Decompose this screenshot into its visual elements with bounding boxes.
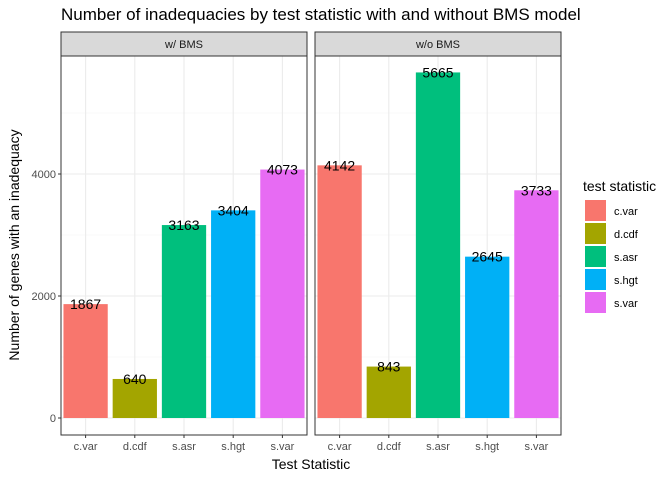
y-axis-title: Number of genes with an inadequacy (6, 129, 22, 360)
bar (112, 378, 157, 418)
x-tick-label: s.hgt (475, 441, 499, 453)
chart-title: Number of inadequacies by test statistic… (61, 5, 581, 24)
x-tick-label: d.cdf (123, 441, 148, 453)
y-tick-label: 4000 (32, 169, 56, 181)
legend-swatch (585, 246, 606, 267)
y-tick-label: 2000 (32, 291, 56, 303)
bar (317, 165, 362, 418)
bar-value-label: 3163 (168, 217, 199, 233)
bar-value-label: 5665 (422, 64, 453, 80)
facet-panel: w/ BMS 1867 640 3163 3404 4073 c.var d.cdf s.asr… (32, 31, 308, 453)
bar-value-label: 843 (377, 359, 401, 375)
legend-label: c.var (614, 206, 638, 218)
y-tick-label: 0 (50, 413, 56, 425)
bar (63, 304, 108, 418)
bar-value-label: 2645 (472, 249, 503, 265)
bar (514, 190, 559, 418)
legend-label: s.hgt (614, 275, 638, 287)
x-tick-label: d.cdf (377, 441, 402, 453)
bar (415, 72, 461, 418)
legend-swatch (585, 269, 606, 290)
x-tick-label: c.var (74, 441, 98, 453)
facet-strip (60, 31, 308, 57)
x-tick-label: s.asr (426, 441, 450, 453)
bar-value-label: 640 (123, 371, 147, 387)
legend-label: d.cdf (614, 229, 639, 241)
legend-swatch (585, 200, 606, 221)
legend-label: s.asr (614, 252, 638, 264)
legend-label: s.var (614, 298, 638, 310)
x-axis-title: Test Statistic (272, 456, 351, 472)
bar (260, 169, 305, 418)
legend-swatch (585, 223, 606, 244)
bar-value-label: 4073 (267, 162, 298, 178)
bar (465, 256, 510, 418)
legend: test statistic c.var d.cdf s.asr s.hgt s.var (583, 178, 656, 313)
facet-strip-label: w/o BMS (415, 39, 460, 51)
facet-panel: w/o BMS 4142 843 5665 2645 3733 c.var d.cdf s.as… (314, 31, 562, 453)
bar-value-label: 4142 (324, 157, 355, 173)
legend-title: test statistic (583, 178, 656, 194)
bar (366, 366, 411, 418)
x-tick-label: s.asr (172, 441, 196, 453)
x-tick-label: s.hgt (221, 441, 245, 453)
bar-value-label: 3404 (218, 202, 249, 218)
legend-swatch (585, 292, 606, 313)
bar (211, 210, 256, 418)
facet-strip-label: w/ BMS (164, 39, 203, 51)
x-tick-label: c.var (328, 441, 352, 453)
bar-value-label: 3733 (521, 182, 552, 198)
facet-strip (314, 31, 562, 57)
bar (161, 225, 207, 418)
x-tick-label: s.var (524, 441, 548, 453)
x-tick-label: s.var (270, 441, 294, 453)
bar-value-label: 1867 (70, 296, 101, 312)
facet-panels: w/ BMS 1867 640 3163 3404 4073 c.var d.cdf s.asr… (32, 31, 562, 453)
